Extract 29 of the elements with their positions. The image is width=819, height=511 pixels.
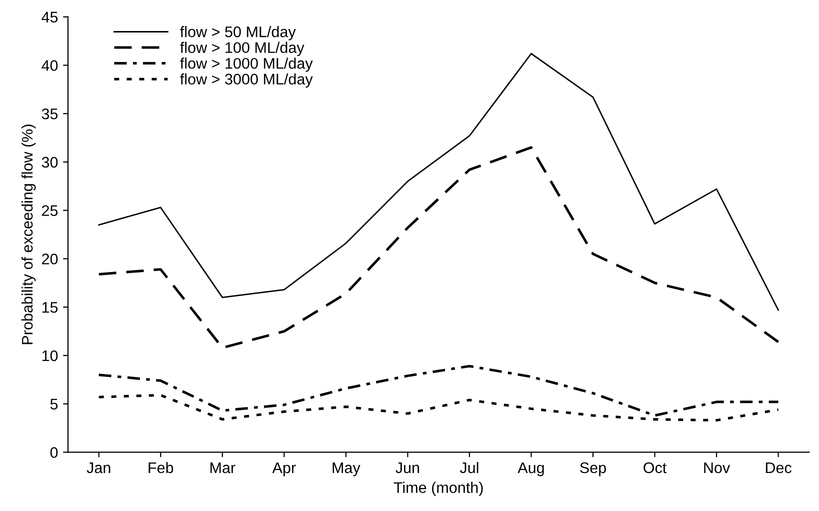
y-tick-label: 25 xyxy=(42,205,58,216)
x-tick-label: Jun xyxy=(396,462,420,474)
y-tick-label: 5 xyxy=(50,398,58,410)
y-axis-title: Probability of exceeding flow (%) xyxy=(21,124,36,344)
x-tick-label: Aug xyxy=(518,462,544,476)
y-tick-label: 0 xyxy=(50,447,58,458)
y-tick-label: 40 xyxy=(42,60,58,71)
y-tick-label: 15 xyxy=(42,302,58,313)
x-tick-label: Apr xyxy=(272,462,296,476)
x-tick-label: Jan xyxy=(86,462,110,474)
x-tick-label: Oct xyxy=(644,462,667,474)
x-tick-label: Nov xyxy=(704,462,730,474)
x-tick-label: Feb xyxy=(148,462,174,474)
x-tick-label: May xyxy=(332,462,360,476)
y-tick-label: 35 xyxy=(42,108,58,120)
x-tick-label: Jul xyxy=(460,462,478,474)
y-tick-label: 30 xyxy=(42,156,58,168)
y-tick-label: 20 xyxy=(42,254,58,264)
x-tick-label: Dec xyxy=(766,462,792,474)
legend-label: flow > 1000 ML/day xyxy=(180,58,313,72)
y-tick-label: 10 xyxy=(42,350,58,362)
legend-label: flow > 100 ML/day xyxy=(180,42,304,56)
x-tick-label: Mar xyxy=(210,462,236,474)
legend-label: flow > 3000 ML/day xyxy=(180,73,313,88)
y-tick-label: 45 xyxy=(42,12,58,23)
legend-label: flow > 50 ML/day xyxy=(180,26,296,40)
x-axis-title: Time (month) xyxy=(394,482,483,496)
x-tick-label: Sep xyxy=(580,462,606,476)
line-series xyxy=(98,146,780,349)
